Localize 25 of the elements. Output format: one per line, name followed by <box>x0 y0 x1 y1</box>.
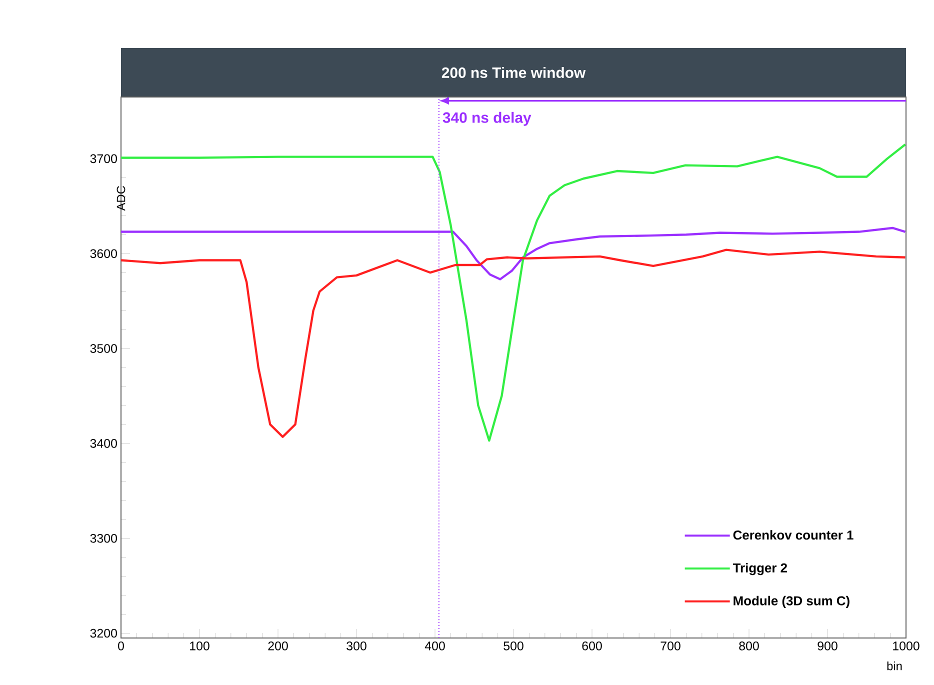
y-tick-label: 3600 <box>90 249 117 258</box>
x-tick-label: 600 <box>582 642 602 650</box>
x-tick-label: 900 <box>818 642 838 650</box>
chart-title: 200 ns Time window <box>442 67 586 78</box>
legend-label: Cerenkov counter 1 <box>733 530 854 540</box>
y-tick-label: 3400 <box>90 439 117 448</box>
x-tick-label: 700 <box>660 642 680 650</box>
x-tick-label: 0 <box>118 642 124 650</box>
y-tick-label: 3500 <box>90 344 117 353</box>
legend-label: Module (3D sum C) <box>734 596 850 608</box>
y-tick-label: 3700 <box>90 154 117 164</box>
y-tick-label: 3200 <box>90 628 117 638</box>
legend-label: Trigger 2 <box>732 563 787 576</box>
ref-line-label: 340 ns delay <box>442 112 532 126</box>
x-axis-title: bin <box>887 662 902 670</box>
x-tick-label: 800 <box>739 642 759 650</box>
x-tick-label: 400 <box>424 642 445 650</box>
x-tick-label: 100 <box>190 642 210 650</box>
line-series <box>120 248 906 438</box>
y-axis-title: ADC <box>116 186 126 211</box>
x-tick-label: 200 <box>268 642 288 650</box>
x-tick-label: 500 <box>504 642 524 650</box>
x-tick-label: 300 <box>346 642 366 650</box>
x-tick-label: 1000 <box>893 642 920 650</box>
y-tick-label: 3300 <box>90 534 117 543</box>
